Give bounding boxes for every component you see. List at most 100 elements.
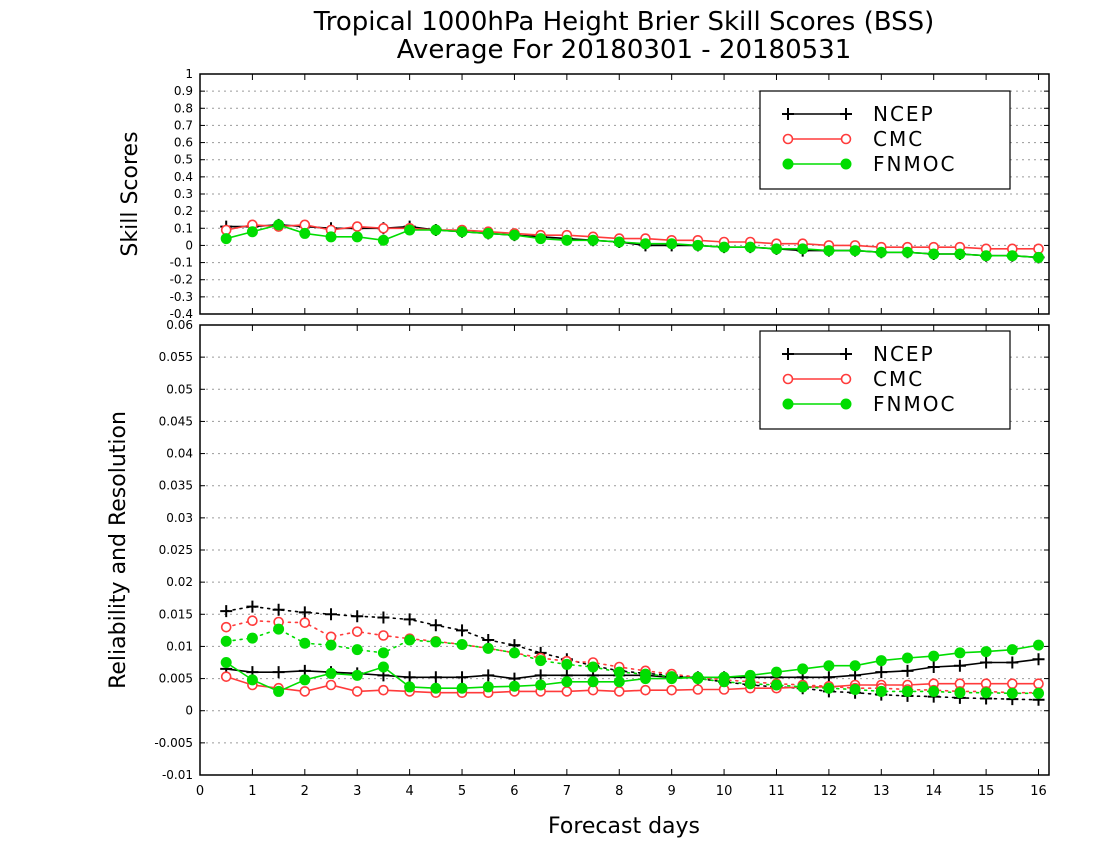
y-tick-label: 0 xyxy=(185,238,193,252)
data-point xyxy=(535,655,547,667)
data-point xyxy=(902,652,913,664)
x-tick-label: 16 xyxy=(1030,784,1047,799)
data-point xyxy=(456,682,468,694)
data-point xyxy=(403,613,416,626)
data-point xyxy=(508,647,520,659)
data-point xyxy=(692,673,704,685)
y-tick-label: -0.4 xyxy=(170,307,193,321)
data-point xyxy=(928,685,940,697)
data-point xyxy=(273,685,285,697)
data-point xyxy=(1006,687,1018,699)
legend-item-ncep: NCEP xyxy=(782,342,933,366)
data-point xyxy=(1033,251,1045,263)
y-tick-label: 0.06 xyxy=(166,318,193,332)
y-tick-label: 0.005 xyxy=(159,672,193,686)
data-point xyxy=(718,676,730,688)
data-point xyxy=(299,674,311,686)
series-line xyxy=(225,224,1040,259)
data-point xyxy=(849,245,861,257)
x-tick-label: 3 xyxy=(353,784,361,799)
data-point xyxy=(718,241,730,253)
data-point xyxy=(692,239,704,251)
x-tick-label: 1 xyxy=(248,784,256,799)
y-tick-label: 0.01 xyxy=(166,639,193,653)
data-point xyxy=(430,224,442,236)
y-tick-label: 0.4 xyxy=(174,170,193,184)
y-tick-label: 0.055 xyxy=(159,350,193,364)
data-point xyxy=(954,647,966,659)
data-point xyxy=(299,227,311,239)
data-point xyxy=(351,231,363,243)
data-point xyxy=(273,219,285,231)
data-point xyxy=(613,686,625,697)
data-point xyxy=(246,600,259,613)
data-point xyxy=(980,250,992,262)
x-tick-label: 5 xyxy=(458,784,466,799)
legend-item-ncep: NCEP xyxy=(782,102,933,126)
y-tick-label: -0.3 xyxy=(170,290,193,304)
data-point xyxy=(561,234,573,246)
data-point xyxy=(377,661,389,673)
legend-label: FNMOC xyxy=(873,152,956,176)
data-point xyxy=(325,608,338,621)
data-point xyxy=(430,682,442,694)
data-point xyxy=(378,684,389,696)
data-point xyxy=(508,229,520,241)
y-tick-label: -0.1 xyxy=(170,256,193,270)
data-point xyxy=(875,666,888,679)
data-point xyxy=(456,671,469,684)
legend-label: CMC xyxy=(873,127,924,151)
data-point xyxy=(456,624,469,637)
data-point xyxy=(351,610,364,623)
y-tick-label: 0 xyxy=(185,704,193,718)
y-tick-label: -0.01 xyxy=(162,768,193,782)
data-point xyxy=(377,611,390,624)
data-point xyxy=(666,684,677,696)
legend-item-cmc: CMC xyxy=(782,127,924,151)
data-point xyxy=(1006,644,1018,656)
data-point xyxy=(220,621,232,633)
data-point xyxy=(1033,687,1045,699)
x-tick-label: 11 xyxy=(768,784,785,799)
data-point xyxy=(744,241,756,253)
data-point xyxy=(980,656,993,669)
legend-box xyxy=(759,90,1011,190)
data-point xyxy=(980,687,992,699)
chart-title-line1: Tropical 1000hPa Height Brier Skill Scor… xyxy=(313,7,935,37)
data-point xyxy=(928,650,940,662)
data-point xyxy=(298,606,311,619)
data-point xyxy=(666,671,678,683)
data-point xyxy=(849,684,861,695)
data-point xyxy=(272,666,285,679)
data-point xyxy=(429,619,442,632)
data-point xyxy=(613,676,625,688)
data-point xyxy=(953,659,966,672)
data-point xyxy=(377,234,389,246)
x-tick-label: 0 xyxy=(196,784,204,799)
data-point xyxy=(640,684,651,696)
data-point xyxy=(770,679,782,691)
series-cmc-solid xyxy=(220,671,1044,699)
legend-marker xyxy=(782,158,794,170)
y-tick-label: 0.03 xyxy=(166,511,193,525)
data-point xyxy=(404,634,416,646)
data-point xyxy=(351,626,363,637)
data-point xyxy=(1033,678,1044,690)
data-point xyxy=(1032,653,1045,666)
y-axis-label: Reliability and Resolution xyxy=(106,411,131,689)
legend-marker xyxy=(840,373,852,385)
data-point xyxy=(325,667,337,679)
legend-item-fnmoc: FNMOC xyxy=(782,392,954,416)
data-point xyxy=(220,233,232,245)
data-point xyxy=(272,603,285,616)
legend-item-cmc: CMC xyxy=(782,367,922,391)
data-point xyxy=(1006,656,1019,669)
data-point xyxy=(875,246,887,258)
data-point xyxy=(220,635,232,647)
x-tick-label: 7 xyxy=(563,784,571,799)
series-ncep-solid xyxy=(220,218,1045,264)
data-point xyxy=(456,639,468,650)
data-point xyxy=(849,669,862,682)
data-point xyxy=(535,679,547,691)
